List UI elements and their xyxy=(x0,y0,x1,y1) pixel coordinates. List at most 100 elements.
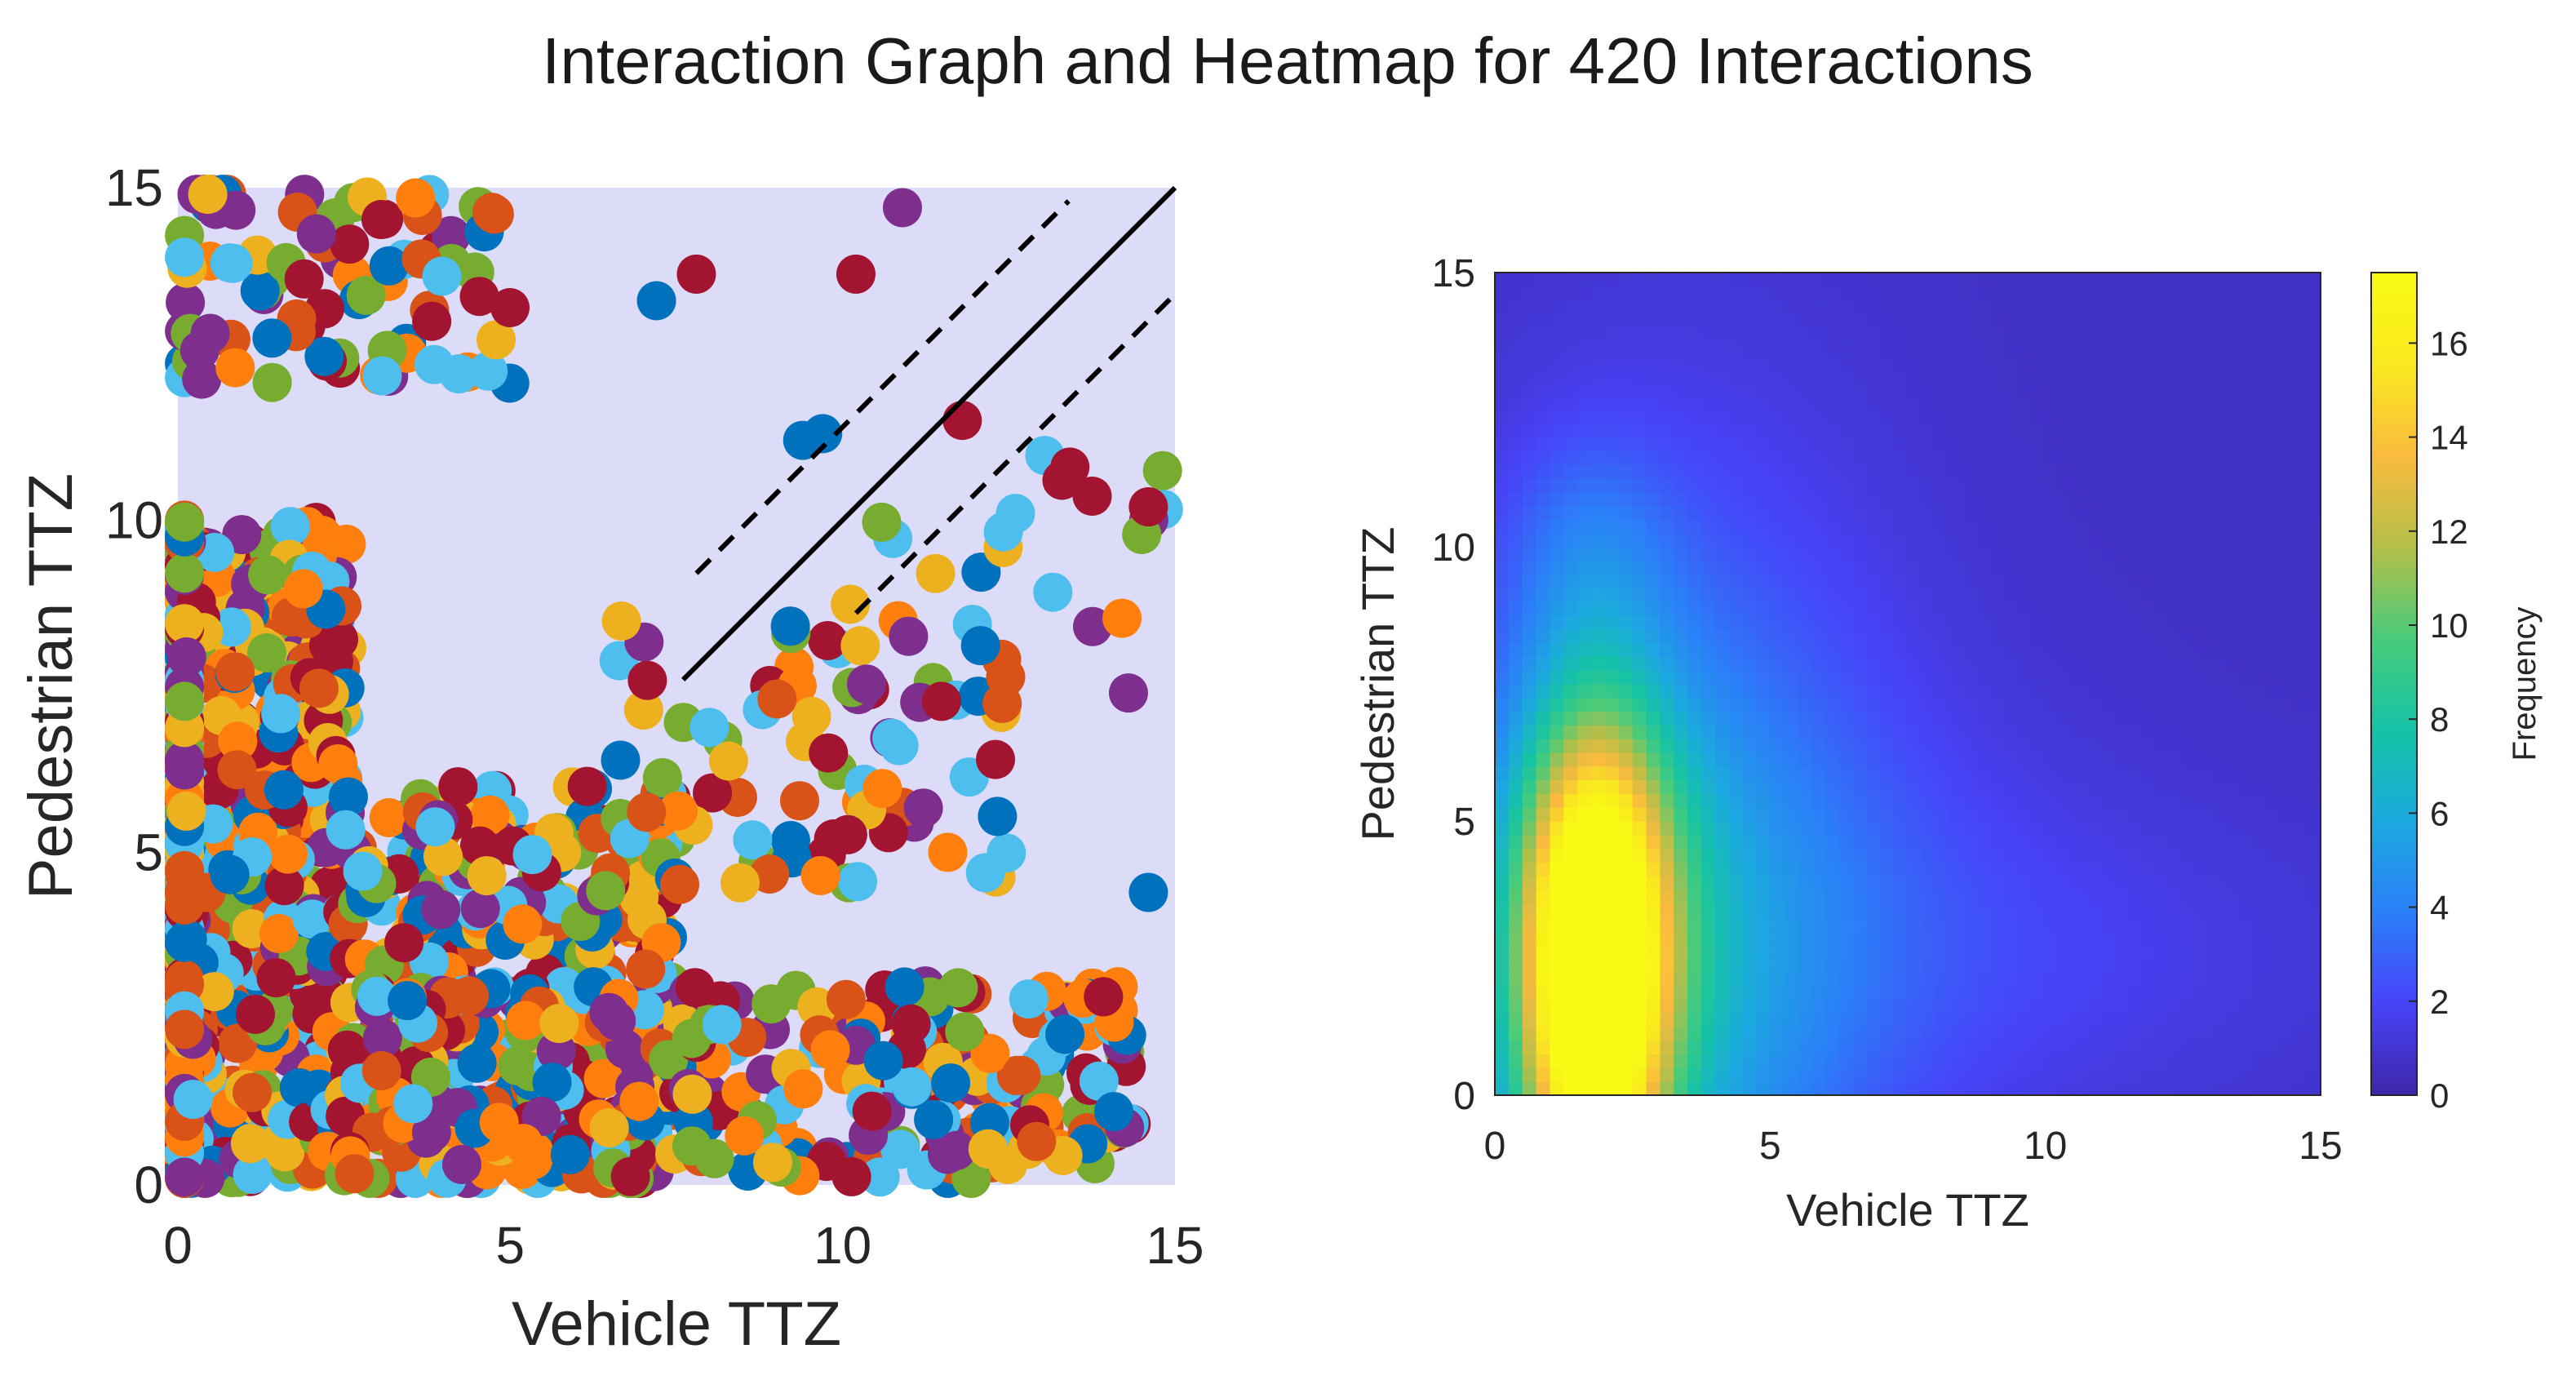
heatmap-cell xyxy=(2073,505,2087,520)
heatmap-cell xyxy=(1591,725,1606,739)
heatmap-cell xyxy=(1687,930,1702,945)
heatmap-cell xyxy=(2073,1040,2087,1055)
heatmap-cell xyxy=(1618,1081,1634,1096)
heatmap-cell xyxy=(1908,834,1922,850)
heatmap-cell xyxy=(1811,793,1826,808)
heatmap-cell xyxy=(2100,971,2115,987)
heatmap-cell xyxy=(1674,711,1688,725)
heatmap-cell xyxy=(1880,862,1895,876)
heatmap-cell xyxy=(1660,588,1674,602)
heatmap-cell xyxy=(2073,670,2087,685)
heatmap-cell xyxy=(1811,410,1826,424)
heatmap-cell xyxy=(2100,615,2115,630)
heatmap-cell xyxy=(1728,601,1744,616)
heatmap-cell xyxy=(1770,382,1785,397)
heatmap-cell xyxy=(1990,368,2005,383)
heatmap-cell xyxy=(1962,410,1977,424)
heatmap-cell xyxy=(1798,437,1812,451)
heatmap-cell xyxy=(1949,464,1964,479)
heatmap-cell xyxy=(2017,684,2033,699)
heatmap-cell xyxy=(1976,547,1991,561)
heatmap-cell xyxy=(1550,684,1564,699)
heatmap-cell xyxy=(2210,711,2225,725)
heatmap-cell xyxy=(1962,656,1977,671)
heatmap-cell xyxy=(1756,711,1771,725)
heatmap-cell xyxy=(1577,821,1592,836)
heatmap-cell xyxy=(1632,628,1647,644)
heatmap-cell xyxy=(1770,890,1785,904)
heatmap-cell xyxy=(1646,615,1660,630)
heatmap-cell xyxy=(1577,368,1592,383)
heatmap-cell xyxy=(2100,807,2115,822)
heatmap-cell xyxy=(1866,491,1881,507)
scatter-point xyxy=(623,690,663,730)
heatmap-cell xyxy=(1728,560,1744,575)
heatmap-cell xyxy=(2224,684,2239,699)
scatter-point xyxy=(213,243,253,283)
heatmap-cell xyxy=(2224,999,2239,1014)
heatmap-cell xyxy=(1894,890,1909,904)
heatmap-cell xyxy=(1618,848,1634,863)
heatmap-cell xyxy=(1976,491,1991,507)
heatmap-cell xyxy=(1563,752,1578,767)
heatmap-cell xyxy=(1646,739,1660,753)
heatmap-cell xyxy=(1990,286,2005,301)
heatmap-cell xyxy=(1866,547,1881,561)
heatmap-cell xyxy=(1714,903,1730,918)
heatmap-cell xyxy=(1508,354,1523,370)
heatmap-cell xyxy=(2017,848,2033,863)
heatmap-cell xyxy=(1921,1027,1936,1041)
heatmap-cell xyxy=(1495,848,1510,863)
heatmap-cell xyxy=(2155,999,2170,1014)
heatmap-cell xyxy=(1646,547,1660,561)
heatmap-cell xyxy=(2086,1013,2101,1027)
heatmap-cell xyxy=(1495,944,1510,959)
heatmap-cell xyxy=(2031,834,2046,850)
heatmap-cell xyxy=(2210,423,2225,438)
heatmap-cell xyxy=(2004,656,2019,671)
heatmap-cell xyxy=(1770,560,1785,575)
heatmap-cell xyxy=(2114,382,2129,397)
heatmap-cell xyxy=(2086,505,2101,520)
heatmap-cell xyxy=(1701,752,1716,767)
heatmap-cell xyxy=(1632,1040,1647,1055)
heatmap-cell xyxy=(1728,985,1744,1000)
heatmap-cell xyxy=(1604,354,1620,370)
heatmap-cell xyxy=(1770,615,1785,630)
heatmap-cell xyxy=(1660,560,1674,575)
heatmap-cell xyxy=(2017,519,2033,534)
heatmap-cell xyxy=(1811,1054,1826,1068)
heatmap-cell xyxy=(1728,1067,1744,1082)
heatmap-cell xyxy=(1935,930,1950,945)
heatmap-cell xyxy=(1852,437,1867,451)
heatmap-cell xyxy=(2224,423,2239,438)
heatmap-cell xyxy=(1811,834,1826,850)
heatmap-cell xyxy=(1770,985,1785,1000)
heatmap-cell xyxy=(2127,410,2143,424)
heatmap-cell xyxy=(1563,300,1578,314)
heatmap-cell xyxy=(1798,916,1812,931)
heatmap-cell xyxy=(2004,547,2019,561)
heatmap-cell xyxy=(1838,410,1854,424)
heatmap-cell xyxy=(1646,876,1660,890)
heatmap-cell xyxy=(2141,656,2157,671)
heatmap-cell xyxy=(1742,890,1758,904)
heatmap-cell xyxy=(2059,862,2073,876)
heatmap-cell xyxy=(1921,519,1936,534)
heatmap-cell xyxy=(1756,560,1771,575)
heatmap-cell xyxy=(2017,725,2033,739)
heatmap-cell xyxy=(1563,876,1578,890)
heatmap-cell xyxy=(1674,327,1688,342)
heatmap-cell xyxy=(1687,628,1702,644)
heatmap-cell xyxy=(1646,300,1660,314)
heatmap-cell xyxy=(2169,999,2184,1014)
diagonal-reference-line xyxy=(681,185,1177,681)
heatmap-cell xyxy=(1784,450,1798,465)
heatmap-cell xyxy=(1495,491,1510,507)
heatmap-cell xyxy=(1591,903,1606,918)
heatmap-cell xyxy=(2073,286,2087,301)
heatmap-cell xyxy=(2224,1027,2239,1041)
heatmap-cell xyxy=(1921,725,1936,739)
heatmap-cell xyxy=(1894,793,1909,808)
heatmap-cell xyxy=(1604,547,1620,561)
